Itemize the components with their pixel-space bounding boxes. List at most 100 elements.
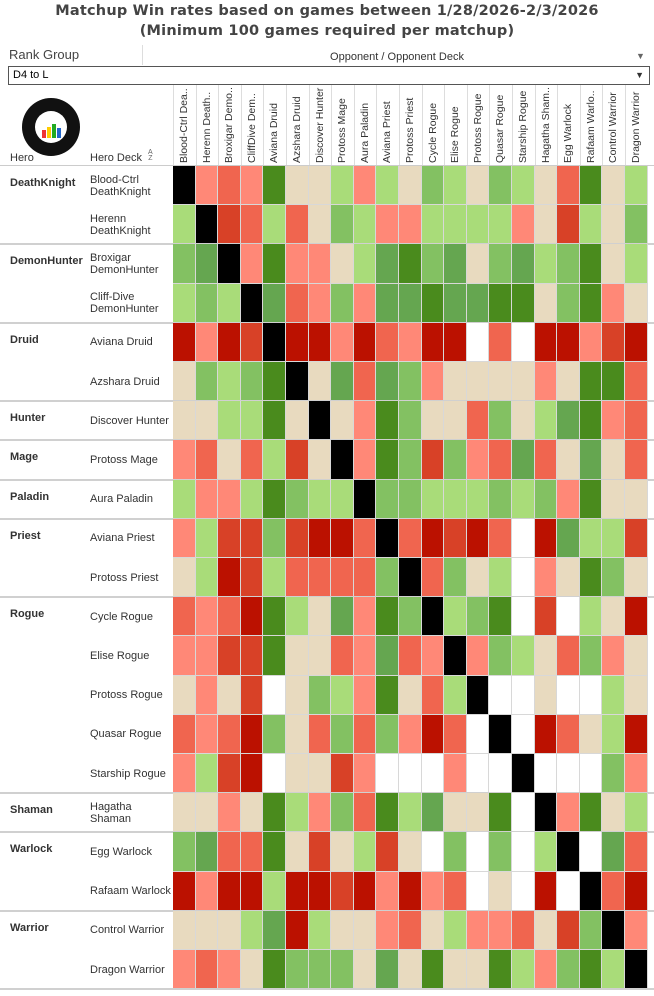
heatmap-cell[interactable]	[331, 675, 354, 715]
heatmap-cell[interactable]	[534, 558, 558, 598]
heatmap-cell[interactable]	[602, 244, 625, 284]
heatmap-cell[interactable]	[353, 479, 377, 519]
heatmap-cell[interactable]	[286, 832, 309, 872]
heatmap-cell[interactable]	[625, 675, 648, 715]
column-header[interactable]: Starship Rogue	[512, 85, 535, 165]
heatmap-cell[interactable]	[489, 205, 512, 245]
heatmap-cell[interactable]	[444, 871, 467, 911]
heatmap-cell[interactable]	[512, 871, 535, 911]
heatmap-cell[interactable]	[444, 479, 467, 519]
heatmap-cell[interactable]	[421, 283, 445, 323]
column-header[interactable]: Protoss Rogue	[466, 85, 490, 165]
heatmap-cell[interactable]	[173, 362, 196, 402]
heatmap-cell[interactable]	[218, 754, 241, 794]
heatmap-cell[interactable]	[534, 401, 558, 441]
heatmap-cell[interactable]	[218, 479, 241, 519]
heatmap-cell[interactable]	[376, 714, 399, 754]
heatmap-cell[interactable]	[444, 950, 467, 990]
rank-group-dropdown[interactable]: D4 to L ▼	[8, 66, 650, 85]
heatmap-cell[interactable]	[512, 597, 535, 637]
heatmap-cell[interactable]	[218, 205, 241, 245]
column-header[interactable]: Egg Warlock	[557, 85, 580, 165]
heatmap-cell[interactable]	[353, 283, 377, 323]
heatmap-cell[interactable]	[286, 479, 309, 519]
heatmap-cell[interactable]	[444, 714, 467, 754]
heatmap-cell[interactable]	[399, 871, 422, 911]
column-header[interactable]: Aviana Priest	[376, 85, 399, 165]
heatmap-cell[interactable]	[263, 401, 286, 441]
heatmap-cell[interactable]	[466, 636, 490, 676]
heatmap-cell[interactable]	[534, 871, 558, 911]
heatmap-cell[interactable]	[308, 558, 332, 598]
heatmap-cell[interactable]	[625, 793, 648, 833]
heatmap-cell[interactable]	[195, 597, 219, 637]
heatmap-cell[interactable]	[376, 793, 399, 833]
heatmap-cell[interactable]	[286, 362, 309, 402]
heatmap-cell[interactable]	[173, 558, 196, 598]
heatmap-cell[interactable]	[602, 636, 625, 676]
heatmap-cell[interactable]	[399, 950, 422, 990]
heatmap-cell[interactable]	[195, 205, 219, 245]
heatmap-cell[interactable]	[331, 362, 354, 402]
heatmap-cell[interactable]	[466, 205, 490, 245]
heatmap-cell[interactable]	[173, 597, 196, 637]
heatmap-cell[interactable]	[602, 205, 625, 245]
heatmap-cell[interactable]	[579, 518, 603, 558]
heatmap-cell[interactable]	[399, 754, 422, 794]
column-header[interactable]: Rafaam Warlo..	[579, 85, 603, 165]
heatmap-cell[interactable]	[376, 283, 399, 323]
heatmap-cell[interactable]	[218, 244, 241, 284]
heatmap-cell[interactable]	[263, 597, 286, 637]
column-header[interactable]: Aviana Druid	[263, 85, 286, 165]
heatmap-cell[interactable]	[173, 479, 196, 519]
heatmap-cell[interactable]	[331, 714, 354, 754]
heatmap-cell[interactable]	[421, 244, 445, 284]
heatmap-cell[interactable]	[421, 714, 445, 754]
heatmap-cell[interactable]	[240, 205, 264, 245]
heatmap-cell[interactable]	[308, 283, 332, 323]
heatmap-cell[interactable]	[421, 910, 445, 950]
heatmap-cell[interactable]	[399, 244, 422, 284]
heatmap-cell[interactable]	[331, 636, 354, 676]
heatmap-cell[interactable]	[263, 793, 286, 833]
heatmap-cell[interactable]	[421, 322, 445, 362]
heatmap-cell[interactable]	[579, 597, 603, 637]
heatmap-cell[interactable]	[557, 440, 580, 480]
heatmap-cell[interactable]	[421, 675, 445, 715]
heatmap-cell[interactable]	[331, 910, 354, 950]
heatmap-cell[interactable]	[376, 754, 399, 794]
heatmap-cell[interactable]	[263, 754, 286, 794]
heatmap-cell[interactable]	[602, 440, 625, 480]
column-header[interactable]: Azshara Druid	[286, 85, 309, 165]
heatmap-cell[interactable]	[512, 714, 535, 754]
heatmap-cell[interactable]	[444, 518, 467, 558]
heatmap-cell[interactable]	[625, 754, 648, 794]
heatmap-cell[interactable]	[466, 754, 490, 794]
heatmap-cell[interactable]	[263, 166, 286, 206]
heatmap-cell[interactable]	[240, 479, 264, 519]
heatmap-cell[interactable]	[331, 322, 354, 362]
heatmap-cell[interactable]	[557, 244, 580, 284]
heatmap-cell[interactable]	[263, 636, 286, 676]
heatmap-cell[interactable]	[218, 871, 241, 911]
heatmap-cell[interactable]	[444, 675, 467, 715]
heatmap-cell[interactable]	[263, 950, 286, 990]
heatmap-cell[interactable]	[353, 910, 377, 950]
heatmap-cell[interactable]	[399, 362, 422, 402]
heatmap-cell[interactable]	[512, 166, 535, 206]
heatmap-cell[interactable]	[263, 362, 286, 402]
heatmap-cell[interactable]	[399, 205, 422, 245]
heatmap-cell[interactable]	[353, 754, 377, 794]
heatmap-cell[interactable]	[625, 910, 648, 950]
heatmap-cell[interactable]	[195, 244, 219, 284]
chevron-down-icon[interactable]: ▼	[635, 70, 644, 80]
heatmap-cell[interactable]	[399, 283, 422, 323]
heatmap-cell[interactable]	[512, 832, 535, 872]
heatmap-cell[interactable]	[173, 322, 196, 362]
heatmap-cell[interactable]	[444, 205, 467, 245]
heatmap-cell[interactable]	[263, 322, 286, 362]
heatmap-cell[interactable]	[376, 440, 399, 480]
heatmap-cell[interactable]	[579, 793, 603, 833]
heatmap-cell[interactable]	[286, 950, 309, 990]
